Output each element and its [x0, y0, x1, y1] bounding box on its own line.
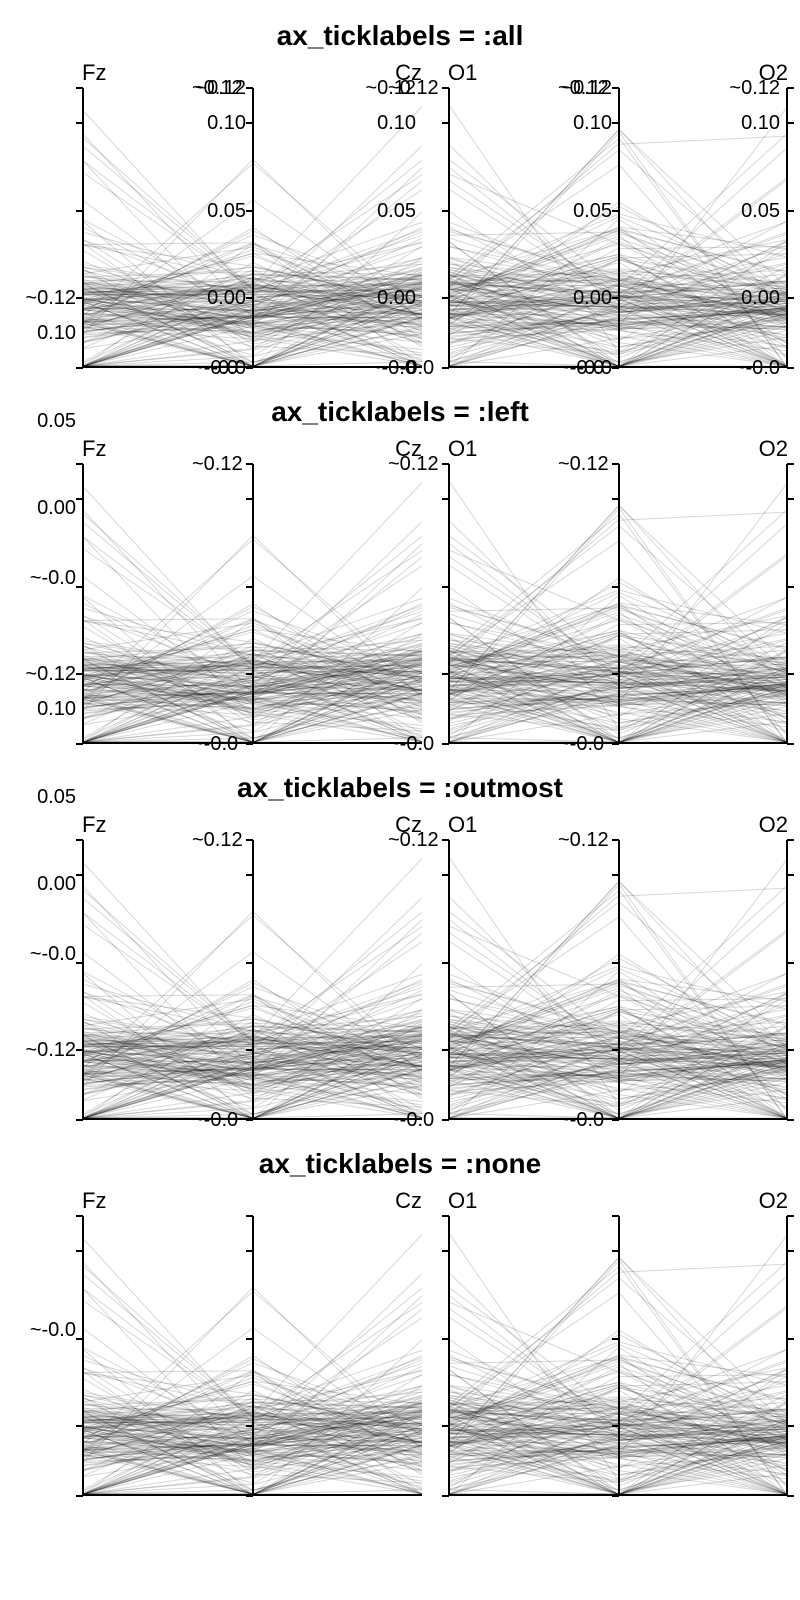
subplot-Cz: Cz: [252, 1186, 422, 1496]
channel-label: O2: [618, 58, 788, 88]
panel-title: ax_ticklabels = :outmost: [10, 772, 790, 804]
plot-area: [448, 1216, 618, 1496]
channel-label: O1: [448, 1186, 618, 1216]
subplot-Cz: Cz~0.12~-0.0: [252, 434, 422, 744]
plot-area: [82, 464, 252, 744]
panel-row: ~0.12~-0.0FzCz~0.12~-0.0O1~0.12~-0.0O2~0…: [10, 810, 790, 1120]
channel-label: Fz: [82, 434, 252, 464]
channel-label: Cz: [252, 58, 422, 88]
subplot-Cz: Cz~0.12~-0.0~0.120.100.050.00~-0.0: [252, 58, 422, 368]
panel-title: ax_ticklabels = :none: [10, 1148, 790, 1180]
panel-row: ~0.120.100.050.00~-0.0Fz~0.120.100.050.0…: [10, 58, 790, 368]
panel-title: ax_ticklabels = :all: [10, 20, 790, 52]
subplot-O1: O1~0.12~-0.0: [448, 434, 618, 744]
channel-label: O2: [618, 1186, 788, 1216]
channel-label: Cz: [252, 810, 422, 840]
panel-left: ax_ticklabels = :left ~0.120.100.050.00~…: [10, 396, 790, 744]
plot-area: ~0.12~-0.0: [618, 464, 788, 744]
plot-area: ~0.12~-0.0: [252, 840, 422, 1120]
channel-label: Fz: [82, 1186, 252, 1216]
subplot-Fz: Fz~0.120.100.050.00~-0.0: [82, 58, 252, 368]
plot-area: ~0.12~-0.0~0.120.100.050.00~-0.0: [448, 88, 618, 368]
subplot-O1: O1~0.12~-0.0: [448, 810, 618, 1120]
channel-label: Fz: [82, 810, 252, 840]
channel-label: Cz: [252, 1186, 422, 1216]
panel-row: ~0.120.100.050.00~-0.0FzCz~0.12~-0.0O1~0…: [10, 434, 790, 744]
subplot-Fz: Fz: [82, 434, 252, 744]
subplot-Fz: Fz: [82, 810, 252, 1120]
subplot-O1: O1~0.12~-0.0~0.120.100.050.00~-0.0: [448, 58, 618, 368]
plot-area: ~0.12~-0.0~0.120.100.050.00~-0.0: [618, 88, 788, 368]
plot-area: [618, 1216, 788, 1496]
channel-label: O2: [618, 434, 788, 464]
channel-label: Fz: [82, 58, 252, 88]
plot-area: ~0.12~-0.0: [448, 840, 618, 1120]
plot-area: ~0.12~-0.0: [448, 464, 618, 744]
channel-label: O1: [448, 810, 618, 840]
panel-outmost: ax_ticklabels = :outmost ~0.12~-0.0FzCz~…: [10, 772, 790, 1120]
panel-title: ax_ticklabels = :left: [10, 396, 790, 428]
subplot-O2: O2~0.12~-0.0: [618, 810, 788, 1120]
subplot-Fz: Fz: [82, 1186, 252, 1496]
plot-area: [82, 840, 252, 1120]
subplot-Cz: Cz~0.12~-0.0: [252, 810, 422, 1120]
subplot-O2: O2~0.12~-0.0: [618, 434, 788, 744]
plot-area: [252, 1216, 422, 1496]
channel-label: O2: [618, 810, 788, 840]
panel-none: ax_ticklabels = :none FzCz O1O2: [10, 1148, 790, 1496]
panel-all: ax_ticklabels = :all ~0.120.100.050.00~-…: [10, 20, 790, 368]
panel-row: FzCz O1O2: [10, 1186, 790, 1496]
channel-label: O1: [448, 434, 618, 464]
plot-area: ~0.12~-0.0~0.120.100.050.00~-0.0: [252, 88, 422, 368]
plot-area: [82, 1216, 252, 1496]
subplot-O2: O2: [618, 1186, 788, 1496]
subplot-O2: O2~0.12~-0.0~0.120.100.050.00~-0.0: [618, 58, 788, 368]
plot-area: ~0.12~-0.0: [252, 464, 422, 744]
channel-label: O1: [448, 58, 618, 88]
plot-area: ~0.120.100.050.00~-0.0: [82, 88, 252, 368]
channel-label: Cz: [252, 434, 422, 464]
plot-area: ~0.12~-0.0: [618, 840, 788, 1120]
subplot-O1: O1: [448, 1186, 618, 1496]
